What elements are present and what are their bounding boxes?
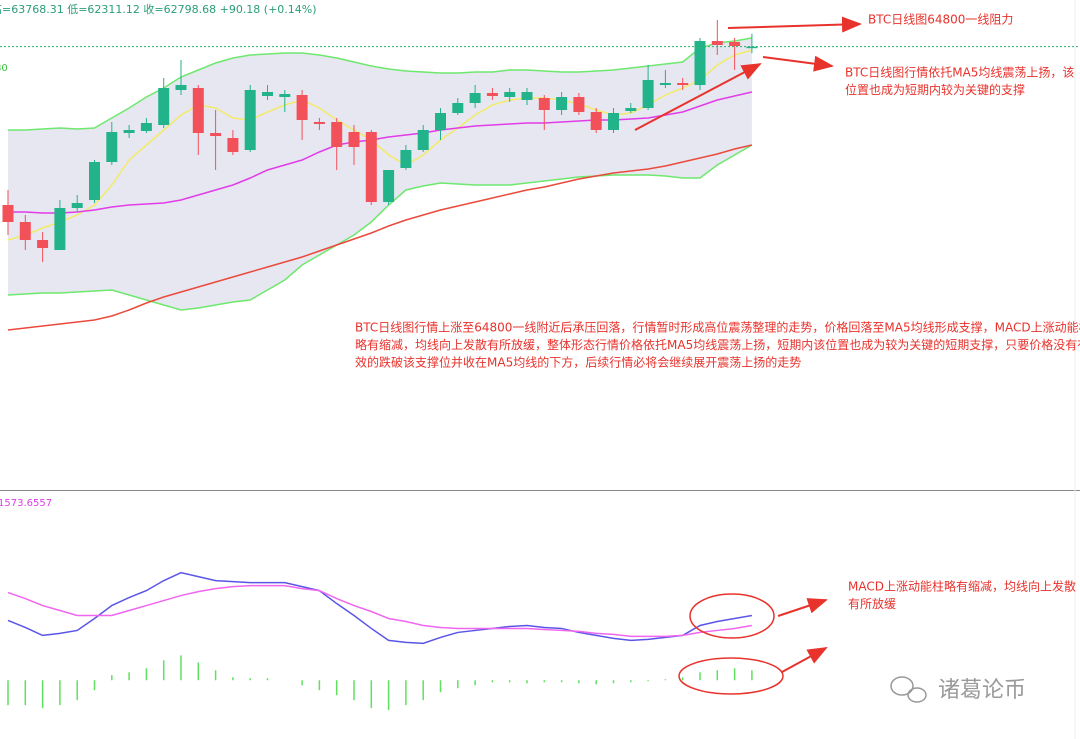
candle-body bbox=[556, 97, 568, 110]
indicator-line bbox=[7, 584, 753, 638]
candle-body bbox=[452, 103, 464, 113]
candle-body bbox=[348, 132, 360, 147]
annotation: BTC日线图行情上涨至64800一线附近后承压回落，行情暂时形成高位震荡整理的走… bbox=[355, 320, 1080, 335]
candle-body bbox=[123, 130, 135, 133]
annotation: 位置也成为短期内较为关键的支撑 bbox=[845, 82, 1025, 97]
highlight-ellipse bbox=[689, 593, 775, 639]
candle-body bbox=[486, 93, 498, 96]
candle-body bbox=[331, 122, 343, 147]
macd-label: 1573.6557 bbox=[0, 498, 52, 509]
candle-body bbox=[625, 108, 637, 111]
annotation: 效的跌破该支撑位并收在MA5均线的下方，后续行情必将会继续展开震荡上扬的走势 bbox=[355, 355, 801, 370]
candle-body bbox=[590, 112, 602, 130]
annotation: 有所放缓 bbox=[848, 596, 896, 611]
candle-body bbox=[608, 113, 619, 130]
candle-body bbox=[37, 240, 49, 248]
arrow bbox=[727, 16, 862, 33]
arrow bbox=[762, 55, 834, 72]
candle-body bbox=[521, 92, 533, 100]
header: 高=63768.31 低=62311.12 收=62798.68 +90.18 … bbox=[0, 2, 317, 16]
indicator-line bbox=[7, 144, 753, 311]
annotation: MACD上涨动能柱略有缩减，均线向上发散 bbox=[848, 579, 1076, 594]
candle-body bbox=[694, 41, 706, 85]
candle-body bbox=[175, 85, 187, 90]
candle-body bbox=[417, 130, 429, 150]
arrow bbox=[777, 598, 828, 617]
candle-body bbox=[504, 92, 516, 97]
arrow bbox=[634, 63, 762, 131]
candle-body bbox=[400, 150, 412, 168]
indicator-line bbox=[8, 37, 753, 131]
arrow bbox=[781, 647, 828, 673]
candle-body bbox=[140, 123, 152, 131]
candle-body bbox=[71, 203, 83, 208]
candle-body bbox=[227, 138, 239, 152]
macd-panel: 1573.6557 MACD上涨动能柱略有缩减，均线向上发散有所放缓 bbox=[0, 498, 1076, 711]
arrows bbox=[634, 16, 862, 695]
candle-body bbox=[192, 88, 204, 133]
candle-body bbox=[365, 132, 377, 202]
indicator-line bbox=[7, 49, 753, 241]
candle-body bbox=[642, 80, 654, 108]
candle-body bbox=[469, 93, 481, 103]
candle-body bbox=[158, 88, 170, 125]
candle-body bbox=[573, 97, 585, 112]
ma-label: 80 bbox=[0, 63, 8, 74]
watermark: 诸葛论币 bbox=[938, 678, 1026, 703]
candle-body bbox=[279, 94, 291, 97]
candle-body bbox=[383, 170, 395, 202]
watermark-icon bbox=[890, 676, 927, 703]
candle-body bbox=[677, 83, 689, 85]
highlight-ellipse bbox=[678, 657, 784, 695]
candle-body bbox=[435, 113, 446, 130]
candle-body bbox=[89, 162, 100, 200]
indicator-line bbox=[8, 91, 753, 214]
candle-body bbox=[296, 95, 308, 120]
annotation: BTC日线图64800一线阻力 bbox=[868, 13, 1013, 27]
candle-body bbox=[313, 122, 325, 124]
candle-body bbox=[746, 46, 758, 49]
annotation: 略有缩减，均线向上发散有所放缓，整体形态行情价格依托MA5均线震荡上扬，短期内该… bbox=[355, 337, 1080, 352]
candle-body bbox=[711, 41, 723, 45]
candle-body bbox=[729, 42, 741, 46]
candle-body bbox=[106, 132, 118, 162]
main-panel: 高=63768.31 低=62311.12 收=62798.68 +90.18 … bbox=[0, 2, 1080, 370]
indicator-line bbox=[7, 571, 753, 645]
candle-body bbox=[244, 90, 256, 150]
candle-body bbox=[19, 222, 31, 240]
candle-body bbox=[538, 98, 550, 110]
candle-body bbox=[54, 208, 66, 250]
annotation: BTC日线图行情依托MA5均线震荡上扬，该 bbox=[845, 65, 1074, 80]
candle-body bbox=[262, 92, 273, 96]
indicator-line bbox=[7, 144, 753, 331]
candle-body bbox=[2, 205, 14, 222]
candle-body bbox=[659, 83, 671, 85]
candle-body bbox=[210, 133, 222, 136]
